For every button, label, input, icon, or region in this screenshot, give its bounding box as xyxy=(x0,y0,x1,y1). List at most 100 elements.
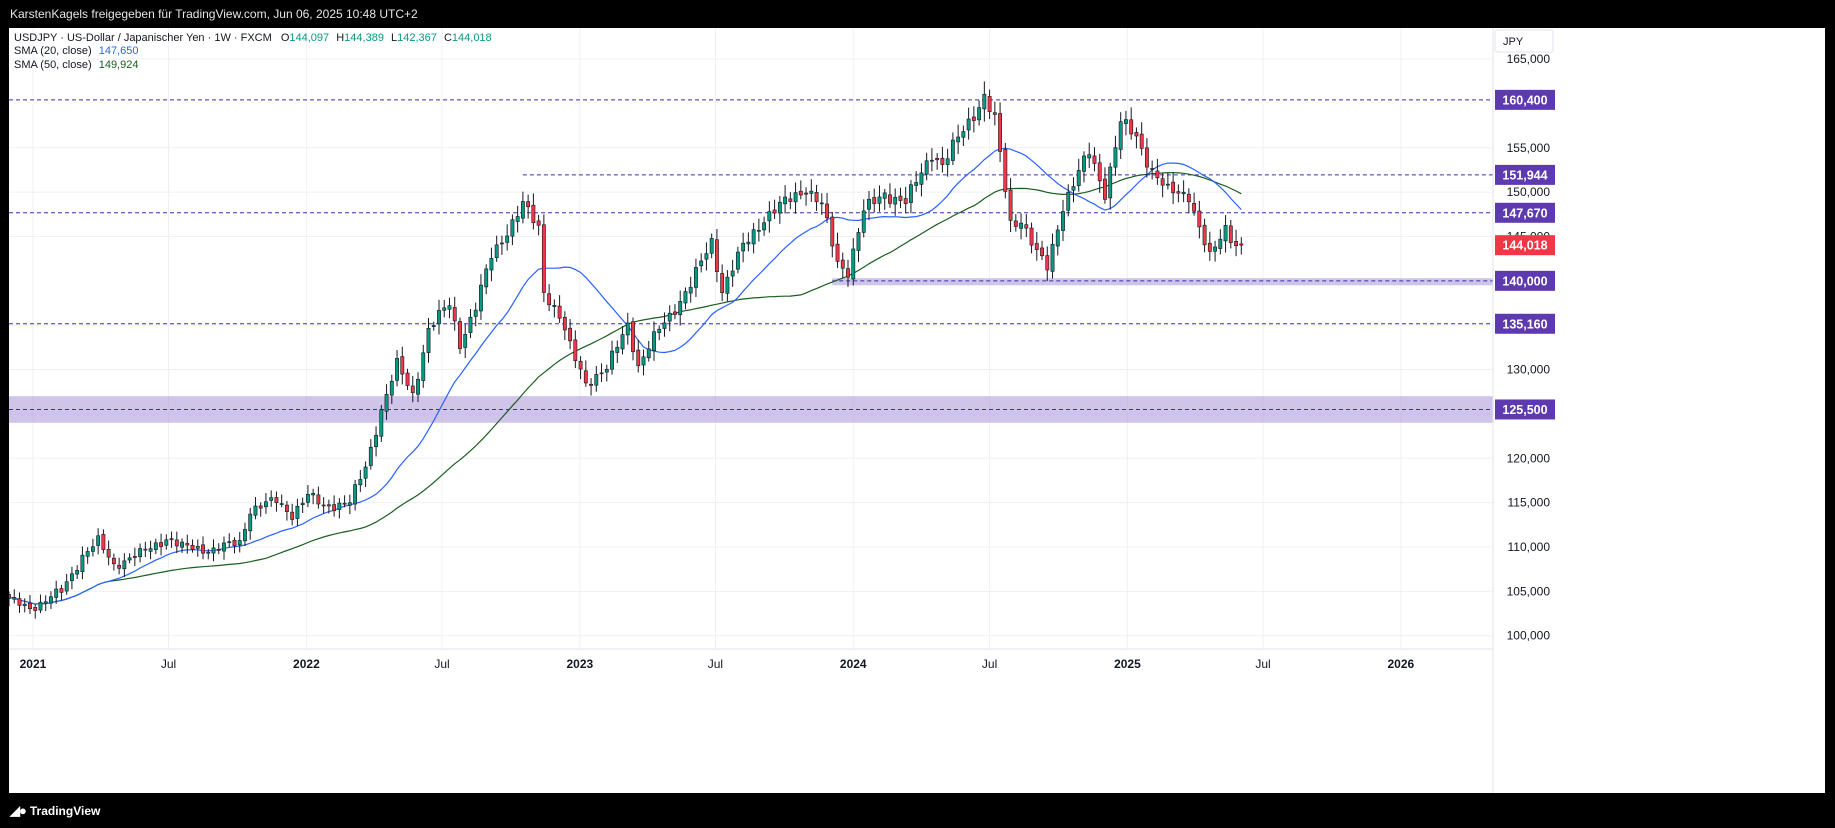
currency-badge[interactable]: JPY xyxy=(1494,29,1554,53)
candle-body xyxy=(143,548,148,551)
candle-body xyxy=(720,273,725,293)
candle-body xyxy=(232,539,237,547)
candle-body xyxy=(646,348,651,359)
candle xyxy=(227,533,232,548)
candle xyxy=(788,192,793,210)
candle-body xyxy=(1176,191,1181,194)
candle xyxy=(1034,232,1039,261)
tradingview-logo[interactable]: ◢● TradingView xyxy=(10,803,100,819)
candle-body xyxy=(1103,178,1107,200)
candle xyxy=(1124,110,1128,136)
candle xyxy=(1108,162,1113,210)
price-chart[interactable]: 100,000105,000110,000115,000120,000125,0… xyxy=(7,28,1825,793)
candle-body xyxy=(1013,220,1018,227)
brand-label: TradingView xyxy=(29,804,101,818)
candle-body xyxy=(222,542,226,552)
candle xyxy=(1082,151,1086,183)
candle xyxy=(882,188,887,210)
candle xyxy=(447,297,452,319)
candle-body xyxy=(410,385,415,393)
candle-body xyxy=(798,190,803,196)
candle xyxy=(138,543,143,563)
candle-body xyxy=(1082,155,1086,172)
candle xyxy=(211,539,216,562)
candle-body xyxy=(620,334,625,350)
candle xyxy=(132,547,137,567)
candle xyxy=(814,184,819,211)
level-badge-label: 151,944 xyxy=(1502,168,1547,182)
candle xyxy=(431,321,436,331)
candle xyxy=(1234,229,1238,257)
level-badge-label: 140,000 xyxy=(1502,274,1547,288)
key-levels xyxy=(9,99,1493,410)
candle xyxy=(416,372,420,403)
y-tick-label: 165,000 xyxy=(1507,52,1551,66)
candle xyxy=(499,235,504,255)
candle xyxy=(846,259,850,287)
candle-body xyxy=(379,409,384,437)
candle-body xyxy=(688,287,693,294)
candle-body xyxy=(38,602,43,611)
candle xyxy=(49,591,53,609)
candle-body xyxy=(709,238,714,254)
candle-body xyxy=(909,184,913,203)
candle xyxy=(971,106,976,133)
candle-body xyxy=(515,216,520,222)
sma50-line xyxy=(8,171,1242,605)
candle-body xyxy=(987,96,992,112)
candle xyxy=(169,531,174,548)
candle xyxy=(337,498,342,519)
candle-body xyxy=(484,268,489,288)
candle xyxy=(28,595,32,615)
ohlc-l-label: L xyxy=(391,32,397,44)
candle xyxy=(919,163,924,197)
grid xyxy=(9,28,1493,649)
price-axis[interactable]: 100,000105,000110,000115,000120,000125,0… xyxy=(1507,52,1551,643)
candle xyxy=(589,378,593,396)
candle xyxy=(379,404,384,442)
candle xyxy=(573,330,578,369)
sma50-value: 149,924 xyxy=(99,59,139,71)
candle xyxy=(1186,188,1191,214)
candle-body xyxy=(699,260,704,267)
candle-body xyxy=(919,172,924,185)
candle xyxy=(1087,142,1092,168)
candle xyxy=(180,538,184,553)
candle-body xyxy=(1003,149,1008,192)
level-badge-label: 125,500 xyxy=(1502,403,1547,417)
candle xyxy=(1150,160,1155,180)
candle-body xyxy=(311,493,316,496)
candle-body xyxy=(479,284,483,312)
candle-body xyxy=(557,305,562,319)
candle-body xyxy=(961,131,966,138)
candle-body xyxy=(400,356,405,375)
candle xyxy=(956,124,961,154)
candle-body xyxy=(405,372,410,386)
candle-body xyxy=(735,251,740,270)
y-tick-label: 130,000 xyxy=(1507,363,1551,377)
candle xyxy=(1061,199,1065,242)
candle xyxy=(1003,142,1008,199)
candle xyxy=(1055,225,1060,256)
x-tick-label: Jul xyxy=(982,657,997,671)
candle xyxy=(164,534,169,550)
candle-body xyxy=(17,598,22,606)
candle-body xyxy=(85,551,90,557)
candle-body xyxy=(1118,121,1123,150)
x-tick-label: 2025 xyxy=(1114,657,1141,671)
candle-body xyxy=(169,538,174,541)
time-axis[interactable]: 2021 Jul 2022 Jul 2023 Jul 2024 Jul 2025 Jul 2026 xyxy=(20,657,1415,671)
candle xyxy=(1176,184,1181,203)
sma20-value: 147,650 xyxy=(99,45,139,57)
candle-body xyxy=(274,497,279,504)
y-tick-label: 105,000 xyxy=(1507,584,1551,598)
candle-body xyxy=(1207,242,1212,252)
y-tick-label: 150,000 xyxy=(1507,185,1551,199)
candle-body xyxy=(195,545,200,549)
candle-body xyxy=(877,196,882,204)
candle xyxy=(935,152,940,170)
candle-body xyxy=(956,136,961,143)
candle xyxy=(594,365,599,392)
candle-body xyxy=(447,305,452,310)
candle xyxy=(353,479,358,511)
